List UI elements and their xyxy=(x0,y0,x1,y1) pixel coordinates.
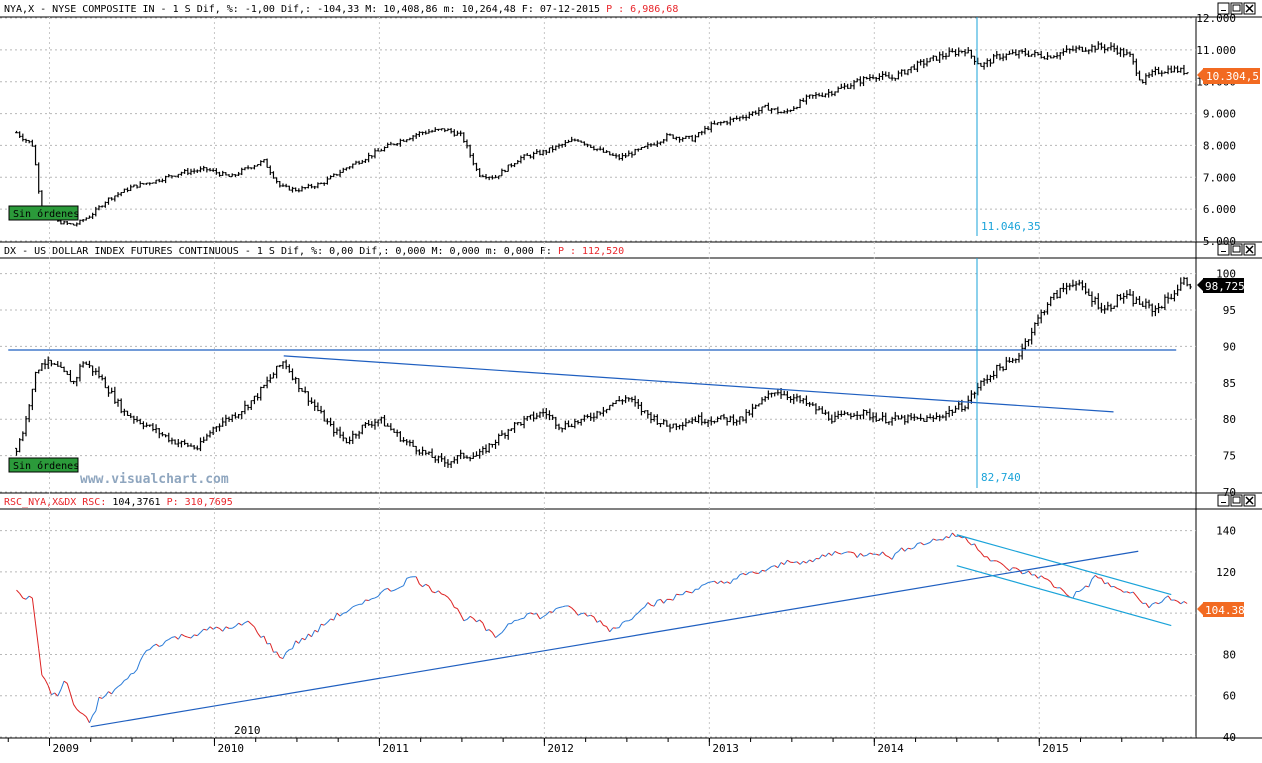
rsc-segment xyxy=(1022,573,1025,574)
last-price-value: 10.304,53 xyxy=(1206,70,1262,83)
header-stats: Dif, %: 0,00 Dif,: 0,000 M: 0,000 m: 0,0… xyxy=(281,246,552,257)
orders-badge-panel-1[interactable]: Sin órdenes xyxy=(9,206,79,220)
panel-2-header: DX - US DOLLAR INDEX FUTURES CONTINUOUS … xyxy=(4,246,624,257)
y-tick-label: 85 xyxy=(1223,377,1236,390)
rsc-segment xyxy=(708,582,711,583)
y-tick-label: 12.000 xyxy=(1196,12,1236,25)
rsc-segment xyxy=(616,628,619,629)
orders-badge-panel-2[interactable]: Sin órdenes xyxy=(9,458,79,472)
svg-text:DX - US DOLLAR INDEX FUTURES C: DX - US DOLLAR INDEX FUTURES CONTINUOUS … xyxy=(4,246,624,257)
y-tick-label: 7.000 xyxy=(1203,171,1236,184)
orders-badge-label: Sin órdenes xyxy=(13,460,79,472)
last-price-badge-panel-2: 98,725 xyxy=(1197,278,1245,293)
y-tick-label: 120 xyxy=(1216,566,1236,579)
header-symbol: DX xyxy=(4,246,16,257)
year-label: 2012 xyxy=(547,742,574,755)
header-extra: P: 310,7695 xyxy=(167,497,233,508)
year-label: 2015 xyxy=(1042,742,1069,755)
last-price-value: 104.38 xyxy=(1205,604,1245,617)
y-tick-label: 95 xyxy=(1223,304,1236,317)
year-label: 2011 xyxy=(382,742,409,755)
header-desc: US DOLLAR INDEX FUTURES CONTINUOUS xyxy=(34,246,239,257)
y-tick-label: 90 xyxy=(1223,340,1236,353)
y-tick-label: 60 xyxy=(1223,690,1236,703)
rsc-segment xyxy=(762,570,765,571)
year-label: 2014 xyxy=(877,742,904,755)
year-label: 2013 xyxy=(712,742,739,755)
rsc-segment xyxy=(521,618,524,619)
cursor-value-panel-1: 11.046,35 xyxy=(981,220,1041,233)
header-desc: NYSE COMPOSITE IN xyxy=(52,4,154,15)
y-tick-label: 70 xyxy=(1223,486,1236,499)
watermark: www.visualchart.com xyxy=(80,472,229,487)
y-tick-label: 140 xyxy=(1216,525,1236,538)
svg-text:RSC_NYA,X&DX RSC: 104,3761 P:: RSC_NYA,X&DX RSC: 104,3761 P: 310,7695 xyxy=(4,497,233,508)
header-stats: Dif, %: -1,00 Dif,: -104,33 M: 10,408,86… xyxy=(197,4,600,15)
header-extra: P : 112,520 xyxy=(558,246,624,257)
rsc-segment xyxy=(559,607,562,608)
y-tick-label: 80 xyxy=(1223,648,1236,661)
x-axis-marker-label: 2010 xyxy=(234,724,261,737)
rsc-segment xyxy=(131,673,134,674)
y-tick-label: 5.000 xyxy=(1203,235,1236,248)
y-tick-label: 75 xyxy=(1223,450,1236,463)
rsc-segment xyxy=(365,600,368,601)
y-tick-label: 8.000 xyxy=(1203,139,1236,152)
header-period: 1 S xyxy=(257,246,275,257)
y-tick-label: 40 xyxy=(1223,731,1236,744)
y-tick-label: 80 xyxy=(1223,413,1236,426)
panel-1-header: NYA,X - NYSE COMPOSITE IN - 1 S Dif, %: … xyxy=(4,4,678,15)
rsc-segment xyxy=(534,614,537,615)
header-symbol: NYA,X xyxy=(4,4,34,15)
header-symbol: RSC_NYA,X&DX RSC: xyxy=(4,497,106,508)
rsc-segment xyxy=(581,613,584,614)
rsc-segment xyxy=(1124,592,1127,593)
header-period: 1 S xyxy=(173,4,191,15)
panel-3-header: RSC_NYA,X&DX RSC: 104,3761 P: 310,7695 xyxy=(4,497,233,508)
year-label: 2009 xyxy=(52,742,79,755)
last-price-badge-panel-1: 10.304,53 xyxy=(1197,68,1262,84)
orders-badge-label: Sin órdenes xyxy=(13,208,79,220)
rsc-segment xyxy=(711,581,714,582)
last-price-badge-panel-3: 104.38 xyxy=(1197,602,1245,617)
header-extra: P : 6,986,68 xyxy=(606,4,678,15)
y-tick-label: 11.000 xyxy=(1196,44,1236,57)
rsc-segment xyxy=(172,637,175,638)
y-tick-label: 9.000 xyxy=(1203,108,1236,121)
rsc-segment xyxy=(794,562,797,563)
svg-text:NYA,X - NYSE COMPOSITE IN - 1: NYA,X - NYSE COMPOSITE IN - 1 S Dif, %: … xyxy=(4,4,678,15)
y-tick-label: 6.000 xyxy=(1203,203,1236,216)
cursor-value-panel-2: 82,740 xyxy=(981,471,1021,484)
last-price-value: 98,725 xyxy=(1205,280,1245,293)
rsc-segment xyxy=(936,540,939,541)
year-label: 2010 xyxy=(217,742,244,755)
header-value: 104,3761 xyxy=(112,497,160,508)
